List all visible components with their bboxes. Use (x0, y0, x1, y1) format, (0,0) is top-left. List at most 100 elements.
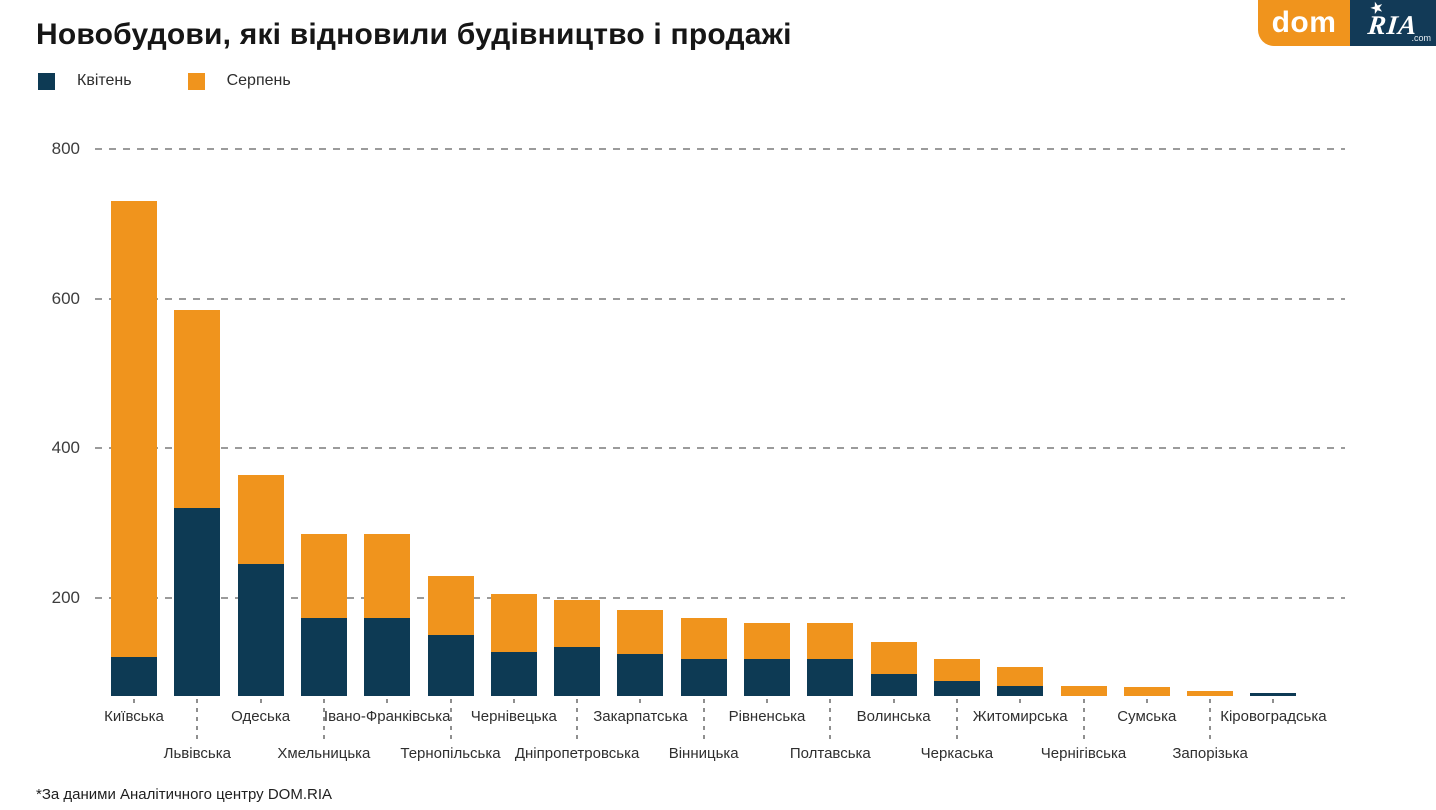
legend-item-april: Квітень (38, 72, 132, 90)
bar-segment-august (1187, 690, 1234, 696)
x-tick-leader (386, 699, 389, 708)
bar-segment-august (427, 575, 474, 635)
bar-Вінницька (680, 617, 727, 696)
bar-segment-august (680, 617, 727, 660)
bar-Кіровоградська (1250, 692, 1297, 696)
x-axis-label-Івано-Франківська: Івано-Франківська (323, 708, 451, 725)
gridline-600 (95, 297, 1345, 300)
x-tick-leader (196, 699, 199, 741)
bar-segment-april (174, 508, 221, 696)
x-axis-label-Одеська: Одеська (231, 708, 291, 725)
bar-segment-august (744, 622, 790, 660)
bar-segment-august (870, 642, 917, 674)
bar-segment-april (807, 659, 854, 696)
legend-item-august: Серпень (187, 72, 291, 90)
bar-segment-august (933, 659, 980, 682)
bar-segment-august (490, 594, 537, 652)
chart-title: Новобудови, які відновили будівництво і … (36, 18, 792, 51)
x-axis-label-Закарпатська: Закарпатська (593, 708, 688, 725)
bar-segment-august (997, 666, 1044, 687)
bar-segment-april (617, 654, 664, 696)
legend: Квітень Серпень (38, 72, 291, 90)
x-axis-label-Запорізька: Запорізька (1172, 745, 1248, 762)
legend-label-april: Квітень (77, 72, 132, 89)
x-tick-leader (829, 699, 832, 741)
bar-segment-april (237, 564, 284, 696)
x-tick-leader (1209, 699, 1212, 741)
x-axis-label-Дніпропетровська: Дніпропетровська (514, 745, 640, 762)
bar-Черкаська (933, 659, 980, 696)
logo-ria-box: ★ RIA .com (1350, 0, 1436, 46)
bar-segment-august (617, 610, 664, 655)
bar-segment-august (364, 534, 411, 618)
dom-ria-logo: dom ★ RIA .com (1258, 0, 1436, 46)
y-axis-label-400: 400 (51, 438, 80, 458)
bar-segment-april (427, 634, 474, 696)
x-tick-leader (1272, 699, 1275, 708)
x-axis-label-Черкаська: Черкаська (920, 745, 994, 762)
x-tick-leader (576, 699, 579, 741)
x-axis-label-Кіровоградська: Кіровоградська (1220, 708, 1327, 725)
x-tick-leader (322, 699, 325, 741)
bar-segment-august (237, 474, 284, 565)
x-tick-leader (766, 699, 768, 708)
footnote: *За даними Аналітичного центру DOM.RIA (36, 786, 333, 803)
bar-segment-april (300, 617, 347, 696)
bar-Чернігівська (1060, 686, 1107, 696)
bar-segment-august (1060, 686, 1107, 696)
bar-Дніпропетровська (554, 600, 601, 696)
gridline-400 (95, 447, 1345, 450)
x-tick-leader (512, 699, 515, 708)
x-tick-leader (449, 699, 452, 741)
bar-Волинська (870, 642, 917, 696)
bar-segment-august (111, 201, 157, 657)
bar-Закарпатська (617, 610, 664, 696)
bar-Сумська (1123, 687, 1170, 696)
bar-segment-april (1250, 692, 1297, 696)
x-tick-leader (133, 699, 135, 708)
bar-segment-april (870, 673, 917, 696)
x-axis-label-Львівська: Львівська (163, 745, 231, 762)
x-axis-label-Чернівецька: Чернівецька (470, 708, 557, 725)
y-axis-label-600: 600 (51, 288, 80, 308)
x-axis-label-Київська: Київська (104, 708, 164, 725)
bar-Тернопільська (427, 575, 474, 696)
x-axis-label-Волинська: Волинська (856, 708, 931, 725)
bar-Київська (111, 201, 157, 696)
bar-segment-april (554, 647, 601, 696)
bar-Івано-Франківська (364, 534, 411, 696)
bar-segment-april (111, 656, 157, 696)
x-axis-label-Вінницька: Вінницька (668, 745, 739, 762)
y-axis-label-800: 800 (51, 139, 80, 159)
bar-segment-april (744, 659, 790, 696)
legend-label-august: Серпень (226, 72, 291, 89)
bar-segment-april (490, 651, 537, 696)
august-swatch (187, 72, 205, 90)
bar-Полтавська (807, 622, 854, 696)
bar-segment-august (174, 309, 221, 509)
bar-segment-april (680, 659, 727, 696)
x-tick-leader (702, 699, 705, 741)
x-tick-leader (955, 699, 958, 741)
x-tick-leader (892, 699, 895, 708)
bar-segment-august (300, 534, 347, 618)
logo-tld: .com (1411, 33, 1431, 43)
bar-Чернівецька (490, 594, 537, 696)
x-tick-leader (1019, 699, 1022, 708)
bar-segment-april (997, 686, 1044, 696)
bar-segment-august (1123, 687, 1170, 696)
bar-Рівненська (744, 622, 790, 696)
x-tick-leader (639, 699, 642, 708)
bar-Хмельницька (300, 534, 347, 696)
bar-Одеська (237, 474, 284, 696)
bar-segment-april (933, 681, 980, 696)
x-tick-leader (1082, 699, 1085, 741)
bar-Львівська (174, 309, 221, 696)
x-axis-label-Чернігівська: Чернігівська (1040, 745, 1127, 762)
bar-Запорізька (1187, 690, 1234, 696)
gridline-800 (95, 148, 1345, 151)
x-axis-label-Тернопільська: Тернопільська (400, 745, 501, 762)
x-axis-label-Рівненська: Рівненська (728, 708, 806, 725)
x-axis-label-Хмельницька: Хмельницька (277, 745, 371, 762)
y-axis-label-200: 200 (51, 588, 80, 607)
